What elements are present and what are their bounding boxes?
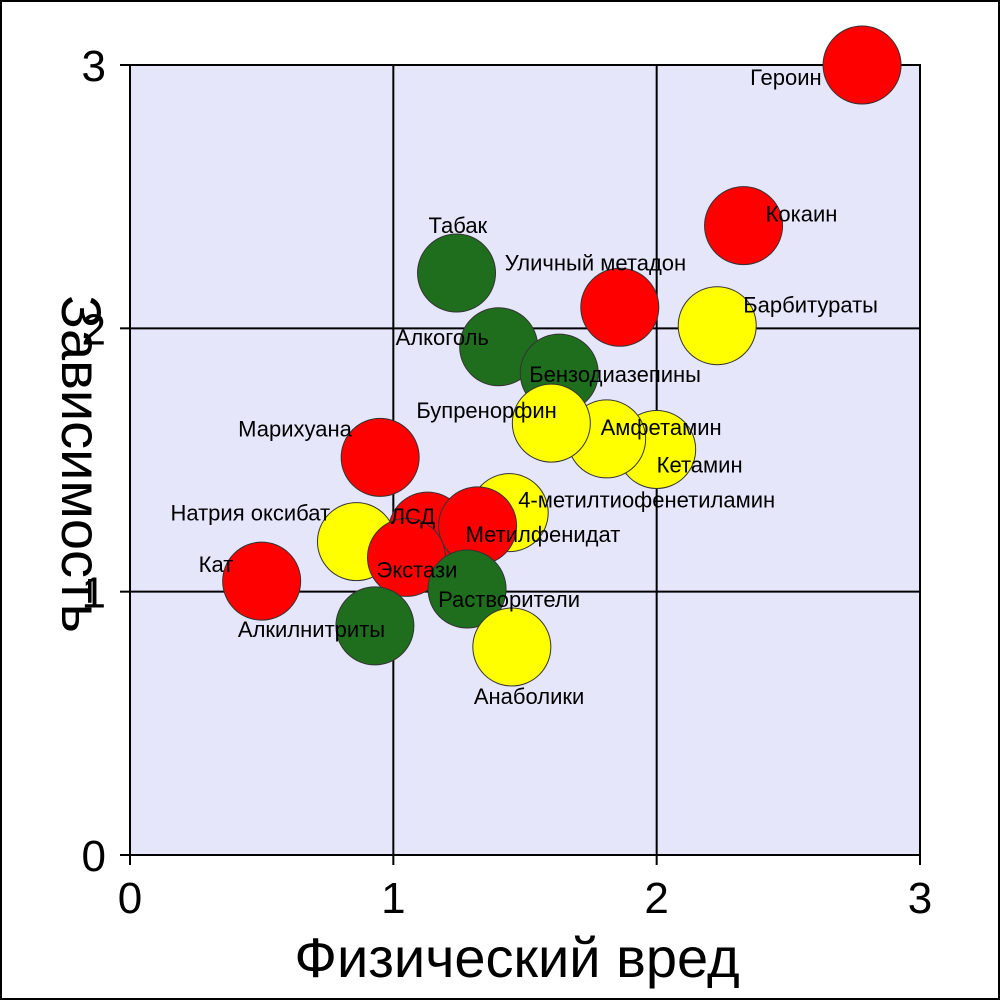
plot-area (129, 64, 921, 856)
x-tick-label: 0 (118, 874, 142, 923)
data-point-label: Метилфенидат (466, 522, 621, 547)
x-tick-label: 1 (381, 874, 405, 923)
data-point-label: Кетамин (657, 452, 743, 477)
data-point-label: Кат (199, 552, 234, 577)
x-tick-label: 2 (644, 874, 668, 923)
y-tick-label: 0 (82, 832, 106, 881)
data-point-label: Натрия оксибат (170, 501, 330, 526)
data-point (222, 541, 302, 621)
y-tick-label: 2 (82, 305, 106, 354)
data-point-label: Анаболики (474, 684, 584, 709)
y-tick-label: 3 (82, 42, 106, 91)
data-point-label: Табак (429, 213, 488, 238)
point-labels: Героин Кокаин Барбитураты Уличный метадон Та… (170, 65, 878, 709)
data-point (822, 25, 902, 105)
data-point (417, 233, 497, 313)
data-point (677, 286, 757, 366)
data-point-label: Бупренорфин (416, 398, 557, 423)
data-point-label: Марихуана (238, 416, 352, 441)
data-point-label: Героин (750, 65, 822, 90)
data-point (580, 267, 660, 347)
tick-labels: 0 1 2 3 0 1 2 3 (82, 42, 933, 923)
data-point-label: Уличный метадон (505, 250, 686, 275)
data-point-label: Экстази (377, 557, 458, 582)
y-axis-title: Зависимость (50, 295, 113, 633)
data-point-label: Амфетамин (601, 415, 722, 440)
data-point-label: Бензодиазепины (529, 362, 701, 387)
y-tick-label: 1 (82, 569, 106, 618)
data-point (511, 383, 591, 463)
data-point-label: Кокаин (766, 202, 838, 227)
data-point (472, 607, 552, 687)
data-point (704, 186, 784, 266)
data-points (222, 25, 902, 687)
data-point (427, 549, 507, 629)
data-point-label: 4-метилтиофенетиламин (518, 488, 775, 513)
data-point-label: Алкоголь (396, 325, 489, 350)
data-point (335, 586, 415, 666)
grid (120, 64, 921, 865)
x-axis-title: Физический вред (294, 926, 739, 989)
data-point (340, 417, 420, 497)
x-tick-label: 3 (908, 874, 932, 923)
data-point-label: Барбитураты (743, 293, 878, 318)
data-point-label: Алкилнитриты (238, 617, 385, 642)
data-point-label: ЛСД (391, 504, 436, 529)
data-point-label: Растворители (438, 587, 580, 612)
